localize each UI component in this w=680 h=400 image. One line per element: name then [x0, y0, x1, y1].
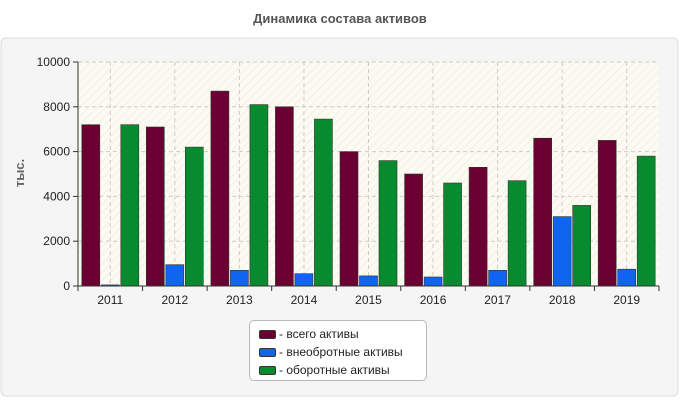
x-tick-label-2019: 2019 — [613, 293, 640, 307]
bar-total-assets-2015 — [339, 151, 359, 287]
bar-current-assets-2012 — [185, 146, 204, 287]
y-tick-label-8000: 8000 — [43, 100, 70, 114]
x-tick-label-2011: 2011 — [97, 293, 123, 307]
bar-noncurrent-assets-2012 — [165, 264, 185, 287]
bar-current-assets-2017 — [507, 180, 527, 287]
bar-total-assets-2014 — [275, 106, 294, 287]
bar-current-assets-2014 — [314, 118, 333, 287]
tick-labels: 0 2000 4000 6000 8000 10000 2011 2012 2013 2014 20… — [37, 55, 641, 307]
bar-noncurrent-assets-2017 — [488, 269, 507, 287]
legend-item-noncurrent-assets[interactable]: - внеобротные активы — [250, 343, 426, 361]
axes — [73, 61, 660, 291]
bar-total-assets-2011 — [81, 124, 101, 287]
legend-label-total-assets: - всего активы — [279, 327, 359, 341]
legend-swatch-total-assets — [259, 329, 276, 339]
y-tick-label-6000: 6000 — [43, 145, 70, 159]
bar-total-assets-2016 — [404, 173, 423, 287]
bar-noncurrent-assets-2016 — [423, 276, 443, 287]
y-tick-label-2000: 2000 — [43, 234, 70, 248]
chart-title: Динамика состава активов — [253, 11, 427, 26]
bar-current-assets-2016 — [443, 182, 462, 287]
x-tick-label-2015: 2015 — [355, 293, 382, 307]
legend-label-noncurrent-assets: - внеобротные активы — [279, 345, 403, 359]
bar-total-assets-2013 — [210, 90, 230, 287]
bar-total-assets-2019 — [597, 140, 617, 287]
legend: - всего активы - внеобротные активы - об… — [249, 320, 427, 381]
bar-total-assets-2018 — [533, 137, 553, 287]
legend-item-total-assets[interactable]: - всего активы — [250, 325, 426, 343]
bar-noncurrent-assets-2015 — [359, 275, 378, 287]
y-tick-label-0: 0 — [63, 279, 70, 293]
legend-swatch-current-assets — [259, 365, 276, 375]
x-tick-label-2016: 2016 — [420, 293, 447, 307]
bar-current-assets-2013 — [249, 104, 269, 287]
bar-current-assets-2018 — [572, 205, 592, 287]
legend-item-current-assets[interactable]: - оборотные активы — [250, 361, 426, 379]
y-axis-label: тыс. — [12, 159, 27, 187]
legend-swatch-noncurrent-assets — [259, 347, 276, 357]
legend-label-current-assets: - оборотные активы — [279, 363, 390, 377]
x-tick-label-2014: 2014 — [291, 293, 318, 307]
grid-lines — [78, 61, 659, 286]
bar-current-assets-2015 — [378, 160, 398, 287]
bar-noncurrent-assets-2014 — [294, 273, 314, 287]
bar-noncurrent-assets-2018 — [552, 216, 572, 287]
bar-total-assets-2017 — [468, 167, 488, 287]
x-tick-label-2012: 2012 — [161, 293, 188, 307]
bar-current-assets-2019 — [636, 155, 656, 287]
x-tick-label-2013: 2013 — [226, 293, 253, 307]
x-tick-label-2017: 2017 — [484, 293, 511, 307]
bar-noncurrent-assets-2013 — [230, 269, 249, 287]
x-tick-label-2018: 2018 — [549, 293, 576, 307]
bar-noncurrent-assets-2019 — [617, 268, 637, 287]
bar-current-assets-2011 — [120, 124, 140, 287]
bar-total-assets-2012 — [146, 126, 165, 287]
y-tick-label-4000: 4000 — [43, 189, 70, 203]
y-tick-label-10000: 10000 — [37, 55, 71, 69]
